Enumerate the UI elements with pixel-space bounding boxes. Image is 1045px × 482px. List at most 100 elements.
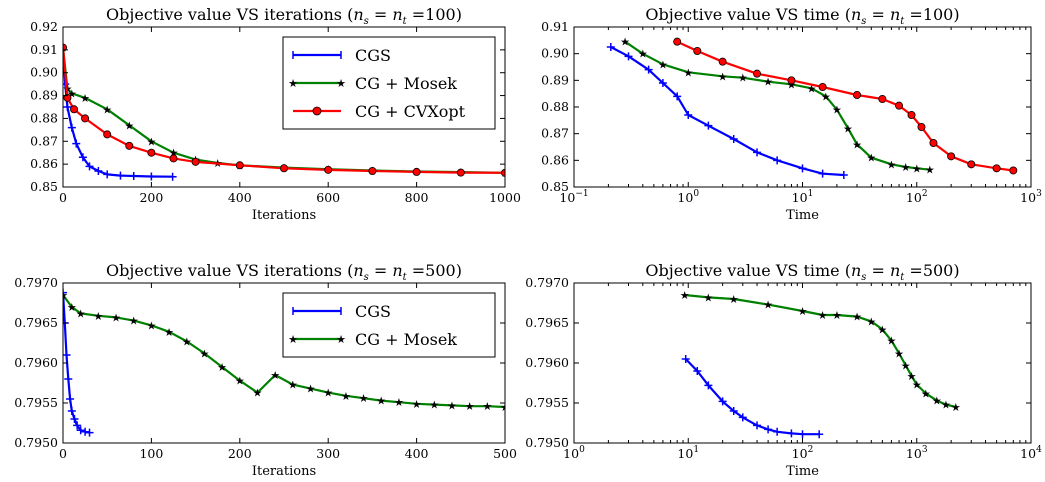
y-tick-label: 0.7970 — [525, 275, 569, 290]
data-point — [681, 355, 690, 363]
subplot-iterations-500: ★★★ ★ ★ ★ ★ ★★★★★★★★ ★ ★ ★ ★ ★ ★ ★ ★ ★ ★ ★ ★0 100 200 300 400… — [14, 261, 517, 479]
data-point: ★ — [901, 359, 911, 372]
data-point: ★ — [217, 361, 227, 374]
data-point — [103, 130, 112, 139]
data-point: ★ — [58, 289, 68, 302]
data-point: ★ — [821, 90, 831, 103]
x-tick-label: 800 — [405, 190, 429, 205]
data-point — [929, 138, 938, 147]
y-tick-label: 0.7970 — [14, 275, 58, 290]
data-point — [147, 172, 156, 181]
chart-title: Objective value VS time (ns = nt =500) — [645, 261, 959, 283]
data-point: ★ — [306, 383, 316, 396]
x-tick-label: 500 — [493, 446, 517, 461]
data-point: ★ — [912, 379, 922, 392]
data-point: ★ — [67, 301, 77, 314]
legend-entry-label: CGS — [355, 302, 391, 321]
data-point — [718, 397, 727, 406]
data-point: ★ — [807, 82, 817, 95]
data-point: ★ — [941, 399, 951, 412]
y-tick-label: 0.87 — [30, 133, 58, 148]
subplot-iterations-100: ★★★★★★★★★★★★★★★★★020040060080010000.850.… — [30, 5, 521, 223]
data-point — [673, 37, 682, 46]
x-tick-label: 200 — [228, 446, 252, 461]
chart-title: Objective value VS iterations (ns = nt =… — [106, 261, 462, 283]
data-point — [704, 381, 713, 390]
data-point: ★ — [894, 347, 904, 360]
data-point — [773, 427, 782, 436]
data-point — [753, 69, 762, 78]
data-point: ★ — [718, 70, 728, 83]
y-tick-label: 0.85 — [30, 179, 58, 194]
data-point: ★ — [129, 315, 139, 328]
data-point — [729, 407, 738, 415]
x-axis-label: Iterations — [252, 208, 316, 223]
data-point: ★ — [146, 135, 156, 148]
legend-entry-label: CGS — [355, 46, 391, 65]
data-point: ★ — [394, 396, 404, 409]
data-point: ★ — [852, 138, 862, 151]
data-point — [704, 121, 713, 130]
series-line — [624, 40, 930, 171]
data-point — [895, 101, 904, 110]
data-point — [753, 148, 762, 157]
x-tick-label: 102 — [792, 445, 814, 461]
data-point: ★ — [886, 158, 896, 171]
data-point: ★ — [912, 162, 922, 175]
data-point — [70, 415, 79, 423]
subplot-time-100: ★★★★ ★ ★ ★ ★ ★★★★★★★ ★ ★ ★10−1 100 101 102 1030.850.… — [541, 5, 1042, 223]
data-point: ★ — [763, 76, 773, 89]
y-tick-label: 0.7955 — [14, 395, 58, 410]
y-tick-label: 0.90 — [541, 46, 569, 61]
y-tick-label: 0.89 — [30, 88, 58, 103]
data-point — [992, 164, 1001, 173]
svg-text:★: ★ — [288, 333, 298, 346]
data-point: ★ — [680, 289, 690, 302]
data-point — [644, 65, 653, 74]
data-point — [606, 43, 615, 51]
data-point: ★ — [323, 387, 333, 400]
x-tick-label: 0 — [59, 190, 67, 205]
data-point: ★ — [738, 72, 748, 85]
data-point: ★ — [500, 401, 510, 414]
series-cg-cvxopt — [63, 43, 505, 177]
series-cg-mosek: ★ ★ ★ ★ ★ ★ ★ ★ ★★★★★★★★★ ★ ★ — [680, 289, 961, 414]
series-line — [676, 40, 1014, 172]
data-point — [839, 171, 848, 179]
data-point — [764, 425, 773, 434]
data-point: ★ — [866, 152, 876, 165]
data-point — [63, 103, 72, 111]
data-point: ★ — [658, 58, 668, 71]
data-point — [693, 367, 702, 375]
data-point: ★ — [638, 48, 648, 61]
data-point — [81, 427, 90, 436]
series-cg-cvxopt — [673, 37, 1018, 175]
data-point: ★ — [703, 291, 713, 304]
x-tick-label: 1000 — [489, 190, 521, 205]
data-point — [67, 123, 76, 132]
data-point: ★ — [429, 399, 439, 412]
y-tick-label: 0.7955 — [525, 395, 569, 410]
data-point: ★ — [852, 311, 862, 324]
data-point: ★ — [866, 315, 876, 328]
series-cgs — [606, 43, 848, 179]
data-point — [76, 426, 85, 435]
data-point — [85, 428, 94, 437]
legend: CGS ★ ★ CG + Mosek CG + CVXopt — [282, 36, 496, 130]
data-point: ★ — [124, 119, 134, 132]
data-point — [125, 141, 134, 150]
data-point: ★ — [235, 375, 245, 388]
y-tick-label: 0.7960 — [14, 355, 58, 370]
data-point — [368, 166, 377, 175]
svg-text:★: ★ — [336, 333, 346, 346]
y-tick-label: 0.88 — [30, 110, 58, 125]
x-axis-label: Time — [786, 464, 819, 479]
data-point — [72, 139, 81, 148]
data-point — [798, 164, 807, 173]
data-point: ★ — [102, 103, 112, 116]
data-point: ★ — [901, 161, 911, 174]
data-point: ★ — [886, 335, 896, 348]
data-point — [191, 157, 200, 166]
data-point — [78, 153, 87, 162]
